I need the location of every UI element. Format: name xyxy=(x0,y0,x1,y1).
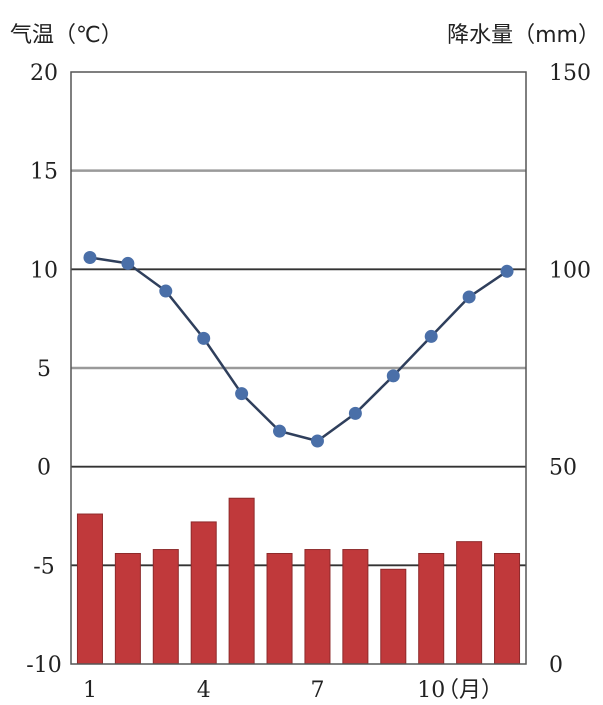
right-axis-title: 降水量（mm） xyxy=(447,23,600,48)
x-axis-unit-label: （月） xyxy=(437,678,503,703)
precip-bar-6 xyxy=(266,552,293,665)
left-tick-label-0: 20 xyxy=(30,61,58,86)
precip-bar-8 xyxy=(342,549,369,665)
right-tick-label-1: 100 xyxy=(549,258,591,283)
temp-point-2 xyxy=(121,256,135,270)
precip-bar-2 xyxy=(114,552,141,665)
right-axis-ticks: 150 100 50 0 xyxy=(549,61,591,678)
left-axis-ticks: 20 15 10 5 0 -5 -10 xyxy=(26,61,61,678)
precip-bar-4 xyxy=(190,521,217,665)
precip-bar-5 xyxy=(228,497,255,665)
temp-point-7 xyxy=(310,434,324,448)
precip-bar-1 xyxy=(76,513,103,665)
precip-bar-10 xyxy=(418,552,445,665)
temperature-series-line xyxy=(89,256,508,443)
precipitation-bars xyxy=(76,497,521,665)
right-tick-label-0: 150 xyxy=(549,61,591,86)
temp-point-10 xyxy=(424,329,438,343)
temp-point-1 xyxy=(83,250,97,264)
x-tick-label-1: 4 xyxy=(197,678,211,703)
x-tick-label-2: 7 xyxy=(310,678,324,703)
grid-layer xyxy=(71,169,526,567)
temp-point-8 xyxy=(348,406,362,420)
temp-point-12 xyxy=(500,264,514,278)
precip-bar-11 xyxy=(456,541,483,665)
left-tick-label-2: 10 xyxy=(30,258,58,283)
right-tick-label-3: 0 xyxy=(549,653,563,678)
left-tick-label-3: 5 xyxy=(37,357,51,382)
x-tick-label-0: 1 xyxy=(83,678,97,703)
left-tick-label-6: -10 xyxy=(26,653,61,678)
left-tick-label-1: 15 xyxy=(30,160,58,185)
x-tick-label-3: 10 xyxy=(417,678,445,703)
temp-point-5 xyxy=(235,387,249,401)
temp-point-6 xyxy=(273,424,287,438)
x-axis-ticks: 1 4 7 10（月） xyxy=(83,678,503,703)
left-axis-title: 气温（℃） xyxy=(10,23,123,48)
precip-bar-12 xyxy=(494,552,521,665)
temp-point-3 xyxy=(159,284,173,298)
left-tick-label-5: -5 xyxy=(33,554,54,579)
precip-bar-9 xyxy=(380,568,407,665)
temperature-line xyxy=(83,250,514,448)
precip-bar-3 xyxy=(152,549,179,665)
plot-frame xyxy=(70,71,527,665)
right-tick-label-2: 50 xyxy=(549,456,577,481)
left-tick-label-4: 0 xyxy=(37,456,51,481)
precip-bar-7 xyxy=(304,549,331,665)
temp-point-11 xyxy=(462,290,476,304)
temp-point-4 xyxy=(197,331,211,345)
temp-point-9 xyxy=(386,369,400,383)
